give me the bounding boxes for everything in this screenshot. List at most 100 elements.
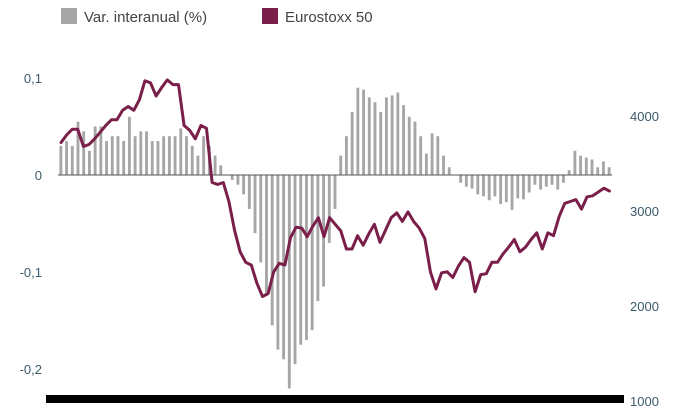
bar	[127, 116, 131, 175]
bar	[579, 155, 583, 175]
bar	[550, 175, 554, 185]
bar	[230, 175, 234, 180]
bar	[522, 175, 525, 200]
bar	[282, 175, 286, 360]
bar	[287, 175, 291, 389]
bar	[305, 175, 308, 340]
bar	[105, 141, 108, 175]
bar	[242, 175, 246, 195]
bar	[185, 136, 188, 175]
bar	[87, 150, 91, 175]
bar	[299, 175, 303, 345]
bar	[236, 175, 240, 185]
legend-label-bars: Var. interanual (%)	[84, 9, 207, 26]
left-axis-ticks: 0,1 0 -0,1 -0,2	[20, 71, 42, 377]
bar	[247, 175, 251, 209]
bar	[139, 131, 143, 175]
bar-series	[59, 87, 611, 389]
bar	[430, 133, 434, 175]
bar	[70, 145, 74, 175]
bar	[482, 175, 485, 197]
bar	[596, 167, 600, 175]
bar	[156, 141, 160, 175]
bar	[173, 136, 177, 175]
bar	[110, 136, 114, 175]
bar	[350, 111, 354, 175]
bar	[93, 126, 97, 175]
bar	[464, 175, 468, 187]
bar	[487, 175, 491, 201]
right-tick-label: 3000	[630, 204, 659, 219]
right-tick-label: 1000	[630, 394, 659, 409]
bar	[362, 89, 365, 175]
bar	[276, 175, 280, 350]
bar	[562, 175, 565, 183]
bar	[442, 155, 445, 175]
bar	[556, 175, 560, 190]
bar	[504, 175, 508, 203]
bar	[419, 136, 423, 175]
left-tick-label: -0,1	[20, 265, 42, 280]
legend-label-line: Eurostoxx 50	[285, 9, 373, 26]
left-tick-label: 0	[35, 168, 42, 183]
legend-swatch-line	[262, 8, 278, 24]
bar	[150, 141, 154, 175]
bar	[544, 175, 548, 187]
bar	[373, 102, 377, 175]
bar	[179, 128, 183, 175]
bar	[459, 175, 463, 183]
bar	[499, 175, 503, 205]
bar	[99, 126, 103, 175]
bar	[573, 150, 577, 175]
bar	[384, 97, 388, 175]
bottom-axis-bar	[46, 395, 624, 403]
bar	[202, 136, 206, 175]
bar	[116, 136, 120, 175]
bar	[413, 121, 417, 175]
bar	[76, 121, 80, 175]
bar	[407, 116, 411, 175]
bar	[470, 175, 474, 189]
bar	[424, 153, 428, 175]
bar	[590, 159, 594, 175]
bar	[493, 175, 497, 197]
bar	[219, 165, 223, 175]
bar	[82, 131, 86, 175]
bar	[167, 136, 171, 175]
bar	[510, 175, 514, 210]
bar	[402, 105, 405, 175]
bar	[293, 175, 297, 365]
bar	[162, 136, 166, 175]
legend-swatch-bars	[61, 8, 77, 24]
bar	[390, 95, 394, 175]
right-tick-label: 2000	[630, 299, 659, 314]
bar	[447, 167, 451, 175]
bar	[327, 175, 331, 243]
right-tick-label: 4000	[630, 109, 659, 124]
left-tick-label: 0,1	[24, 71, 42, 86]
bar	[65, 141, 68, 175]
bar	[436, 136, 440, 175]
bar	[265, 175, 268, 297]
bar	[253, 175, 257, 234]
bar	[339, 155, 343, 175]
bar	[270, 175, 274, 326]
eurostoxx-line	[59, 78, 611, 298]
bar	[379, 111, 383, 175]
left-tick-label: -0,2	[20, 362, 42, 377]
bar	[59, 145, 63, 175]
bar	[122, 141, 126, 175]
bar	[196, 155, 200, 175]
bar	[516, 175, 520, 199]
bar	[356, 87, 360, 175]
bar	[213, 155, 217, 175]
bar	[259, 175, 263, 263]
legend: Var. interanual (%) Eurostoxx 50	[61, 8, 373, 26]
bar	[527, 175, 531, 193]
bar	[145, 131, 148, 175]
bar	[476, 175, 480, 195]
bar	[133, 136, 137, 175]
bar	[333, 175, 337, 209]
bar	[344, 136, 348, 175]
